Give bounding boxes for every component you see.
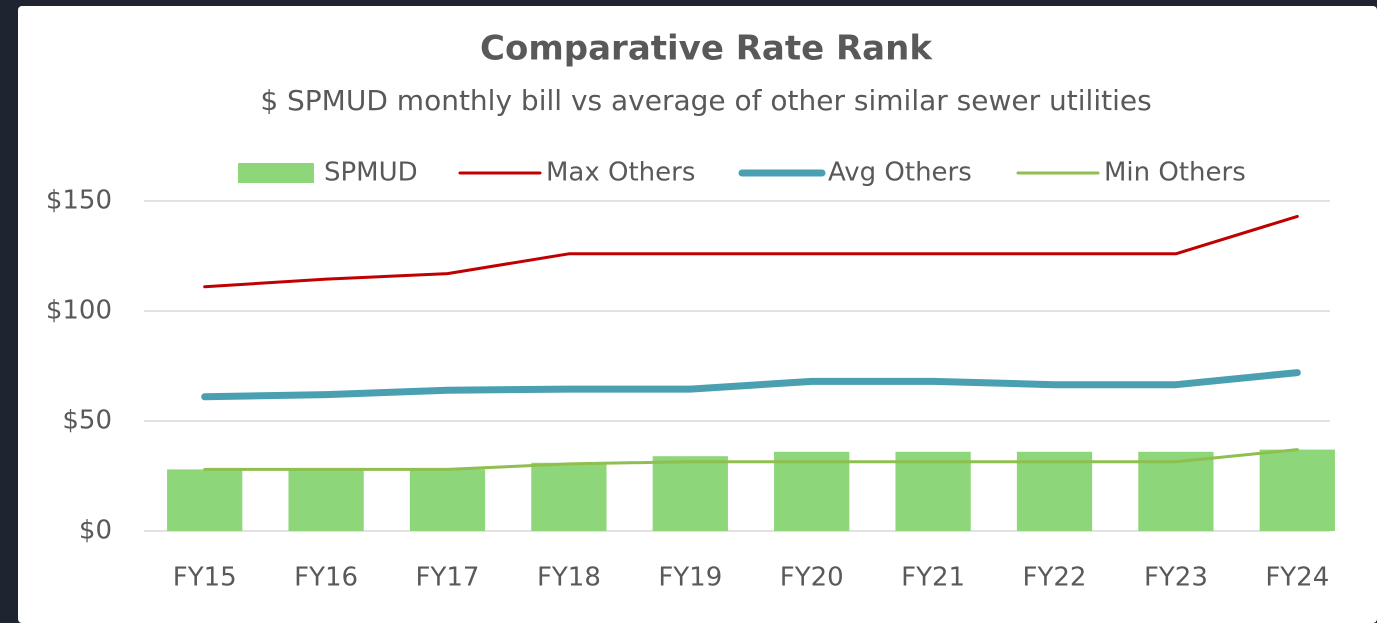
bar xyxy=(167,469,242,531)
x-tick-label: FY17 xyxy=(416,563,480,593)
bar xyxy=(1260,450,1335,531)
chart-subtitle: $ SPMUD monthly bill vs average of other… xyxy=(260,84,1151,117)
x-tick-label: FY20 xyxy=(780,563,844,593)
legend-label: Min Others xyxy=(1104,158,1246,188)
y-tick-label: $150 xyxy=(46,186,112,216)
bar xyxy=(774,452,849,531)
legend-label: Avg Others xyxy=(828,158,972,188)
chart-title: Comparative Rate Rank xyxy=(480,29,933,69)
chart: Comparative Rate Rank $ SPMUD monthly bi… xyxy=(0,0,1377,623)
legend-swatch xyxy=(238,163,314,183)
bar xyxy=(531,463,606,531)
x-tick-label: FY21 xyxy=(901,563,965,593)
x-tick-label: FY15 xyxy=(173,563,237,593)
x-tick-label: FY24 xyxy=(1265,563,1329,593)
legend-label: Max Others xyxy=(546,158,695,188)
x-tick-label: FY16 xyxy=(294,563,358,593)
y-tick-label: $100 xyxy=(46,296,112,326)
bar xyxy=(895,452,970,531)
bar xyxy=(653,456,728,531)
bar xyxy=(410,469,485,531)
page: {"chart_data": { "type": "bar-line", "ti… xyxy=(0,0,1377,623)
bar xyxy=(1017,452,1092,531)
y-tick-label: $50 xyxy=(62,406,112,436)
bar xyxy=(288,469,363,531)
bar xyxy=(1138,452,1213,531)
x-tick-label: FY18 xyxy=(537,563,601,593)
x-tick-label: FY19 xyxy=(658,563,722,593)
y-tick-label: $0 xyxy=(79,516,112,546)
x-tick-label: FY23 xyxy=(1144,563,1208,593)
legend-label: SPMUD xyxy=(324,158,418,188)
x-tick-label: FY22 xyxy=(1023,563,1087,593)
